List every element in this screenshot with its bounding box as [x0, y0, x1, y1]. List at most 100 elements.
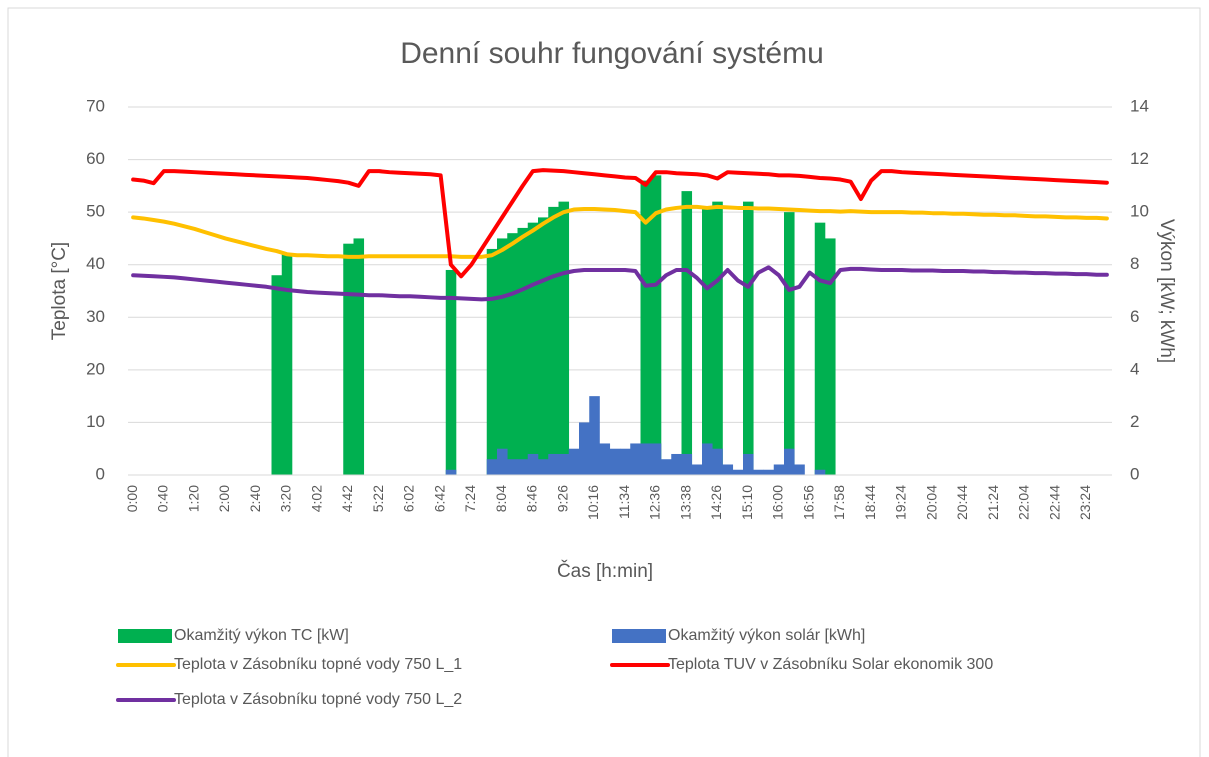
- area-segment: [609, 448, 621, 475]
- x-tick-label: 8:46: [524, 485, 540, 512]
- area-segment: [527, 222, 539, 475]
- x-tick-label: 1:20: [185, 485, 201, 512]
- legend-swatch: [612, 629, 666, 643]
- x-tick-label: 22:04: [1016, 485, 1032, 520]
- area-segment: [271, 275, 283, 475]
- area-segment: [568, 448, 580, 475]
- area-segment: [702, 443, 713, 475]
- chart-title: Denní souhr fungování systému: [400, 37, 824, 70]
- area-segment: [353, 238, 365, 475]
- area-segment: [486, 459, 498, 475]
- area-segment: [712, 448, 723, 475]
- area-segment: [784, 448, 795, 475]
- legend-label: Teplota v Zásobníku topné vody 750 L_1: [174, 656, 462, 673]
- x-tick-label: 6:42: [431, 485, 447, 512]
- area-segment: [558, 453, 570, 475]
- legend-label: Teplota TUV v Zásobníku Solar ekonomik 3…: [668, 656, 993, 673]
- x-tick-label: 14:26: [708, 485, 724, 520]
- area-segment: [640, 443, 652, 475]
- x-axis-title: Čas [h:min]: [557, 560, 653, 582]
- x-tick-label: 12:36: [647, 485, 663, 520]
- x-tick-label: 22:44: [1046, 485, 1062, 520]
- area-segment: [538, 459, 549, 475]
- area-segment: [702, 206, 713, 475]
- legend-swatch: [118, 629, 172, 643]
- legend-label: Teplota v Zásobníku topné vody 750 L_2: [174, 691, 462, 708]
- y2-tick-label: 10: [1130, 202, 1149, 221]
- x-tick-label: 20:44: [954, 485, 970, 520]
- y-tick-label: 70: [86, 96, 105, 115]
- area-segment: [589, 396, 600, 475]
- legend-label: Okamžitý výkon TC [kW]: [174, 627, 349, 644]
- area-segment: [497, 448, 508, 475]
- y-tick-label: 0: [96, 464, 105, 483]
- x-tick-label: 2:00: [216, 485, 232, 512]
- area-segment: [763, 469, 775, 475]
- area-segment: [784, 212, 795, 475]
- area-segment: [661, 459, 672, 475]
- x-tick-label: 16:56: [800, 485, 816, 520]
- x-tick-label: 3:20: [278, 485, 294, 512]
- x-tick-label: 10:16: [585, 485, 601, 520]
- x-tick-label: 9:26: [554, 485, 570, 512]
- area-segment: [671, 453, 682, 475]
- line-series: [131, 168, 1109, 279]
- area-segment: [814, 469, 826, 475]
- area-segment: [640, 180, 652, 475]
- area-segment: [579, 422, 590, 475]
- x-tick-label: 13:38: [677, 485, 693, 520]
- x-tick-label: 6:02: [401, 485, 417, 512]
- area-segment: [712, 201, 723, 475]
- area-segment: [794, 464, 805, 475]
- y-tick-label: 40: [86, 254, 105, 273]
- area-segment: [620, 448, 631, 475]
- area-segment: [527, 453, 539, 475]
- x-tick-label: 8:04: [493, 485, 509, 512]
- x-tick-label: 7:24: [462, 485, 478, 512]
- y2-tick-label: 14: [1130, 96, 1149, 115]
- area-segment: [773, 464, 785, 475]
- y2-tick-label: 6: [1130, 307, 1139, 326]
- x-tick-label: 4:02: [308, 485, 324, 512]
- x-tick-label: 5:22: [370, 485, 386, 512]
- chart-frame: [7, 7, 1201, 757]
- y2-tick-label: 4: [1130, 359, 1139, 378]
- area-segment: [507, 233, 518, 475]
- x-tick-label: 20:04: [923, 485, 939, 520]
- y-tick-label: 60: [86, 149, 105, 168]
- x-tick-label: 0:00: [124, 485, 140, 512]
- area-segment: [743, 201, 754, 475]
- y2-tick-label: 0: [1130, 464, 1139, 483]
- x-tick-label: 21:24: [985, 485, 1001, 520]
- y-tick-label: 30: [86, 307, 105, 326]
- y2-tick-label: 8: [1130, 254, 1139, 273]
- x-tick-label: 15:10: [739, 485, 755, 520]
- area-segment: [814, 222, 826, 475]
- legend-label: Okamžitý výkon solár [kWh]: [668, 627, 865, 644]
- y2-axis-title: Výkon [kW; kWh]: [1156, 219, 1177, 363]
- area-segment: [825, 238, 836, 475]
- x-tick-label: 23:24: [1077, 485, 1093, 520]
- area-segment: [753, 469, 764, 475]
- area-segment: [732, 469, 744, 475]
- area-segment: [630, 443, 641, 475]
- area-segment: [650, 175, 662, 476]
- x-tick-label: 2:40: [247, 485, 263, 512]
- x-tick-label: 0:40: [155, 485, 171, 512]
- area-segment: [445, 269, 457, 475]
- area-segment: [558, 201, 570, 475]
- x-tick-label: 19:24: [893, 485, 909, 520]
- y2-tick-label: 12: [1130, 149, 1149, 168]
- x-tick-label: 16:00: [770, 485, 786, 520]
- line-series: [131, 204, 1109, 259]
- area-segment: [517, 459, 529, 475]
- x-tick-label: 18:44: [862, 485, 878, 520]
- x-tick-label: 11:34: [616, 485, 632, 519]
- area-segment: [445, 469, 457, 475]
- area-segment: [681, 191, 693, 475]
- line-series: [131, 265, 1109, 302]
- area-segment: [743, 453, 754, 475]
- area-segment: [691, 464, 703, 475]
- area-segment: [281, 254, 293, 475]
